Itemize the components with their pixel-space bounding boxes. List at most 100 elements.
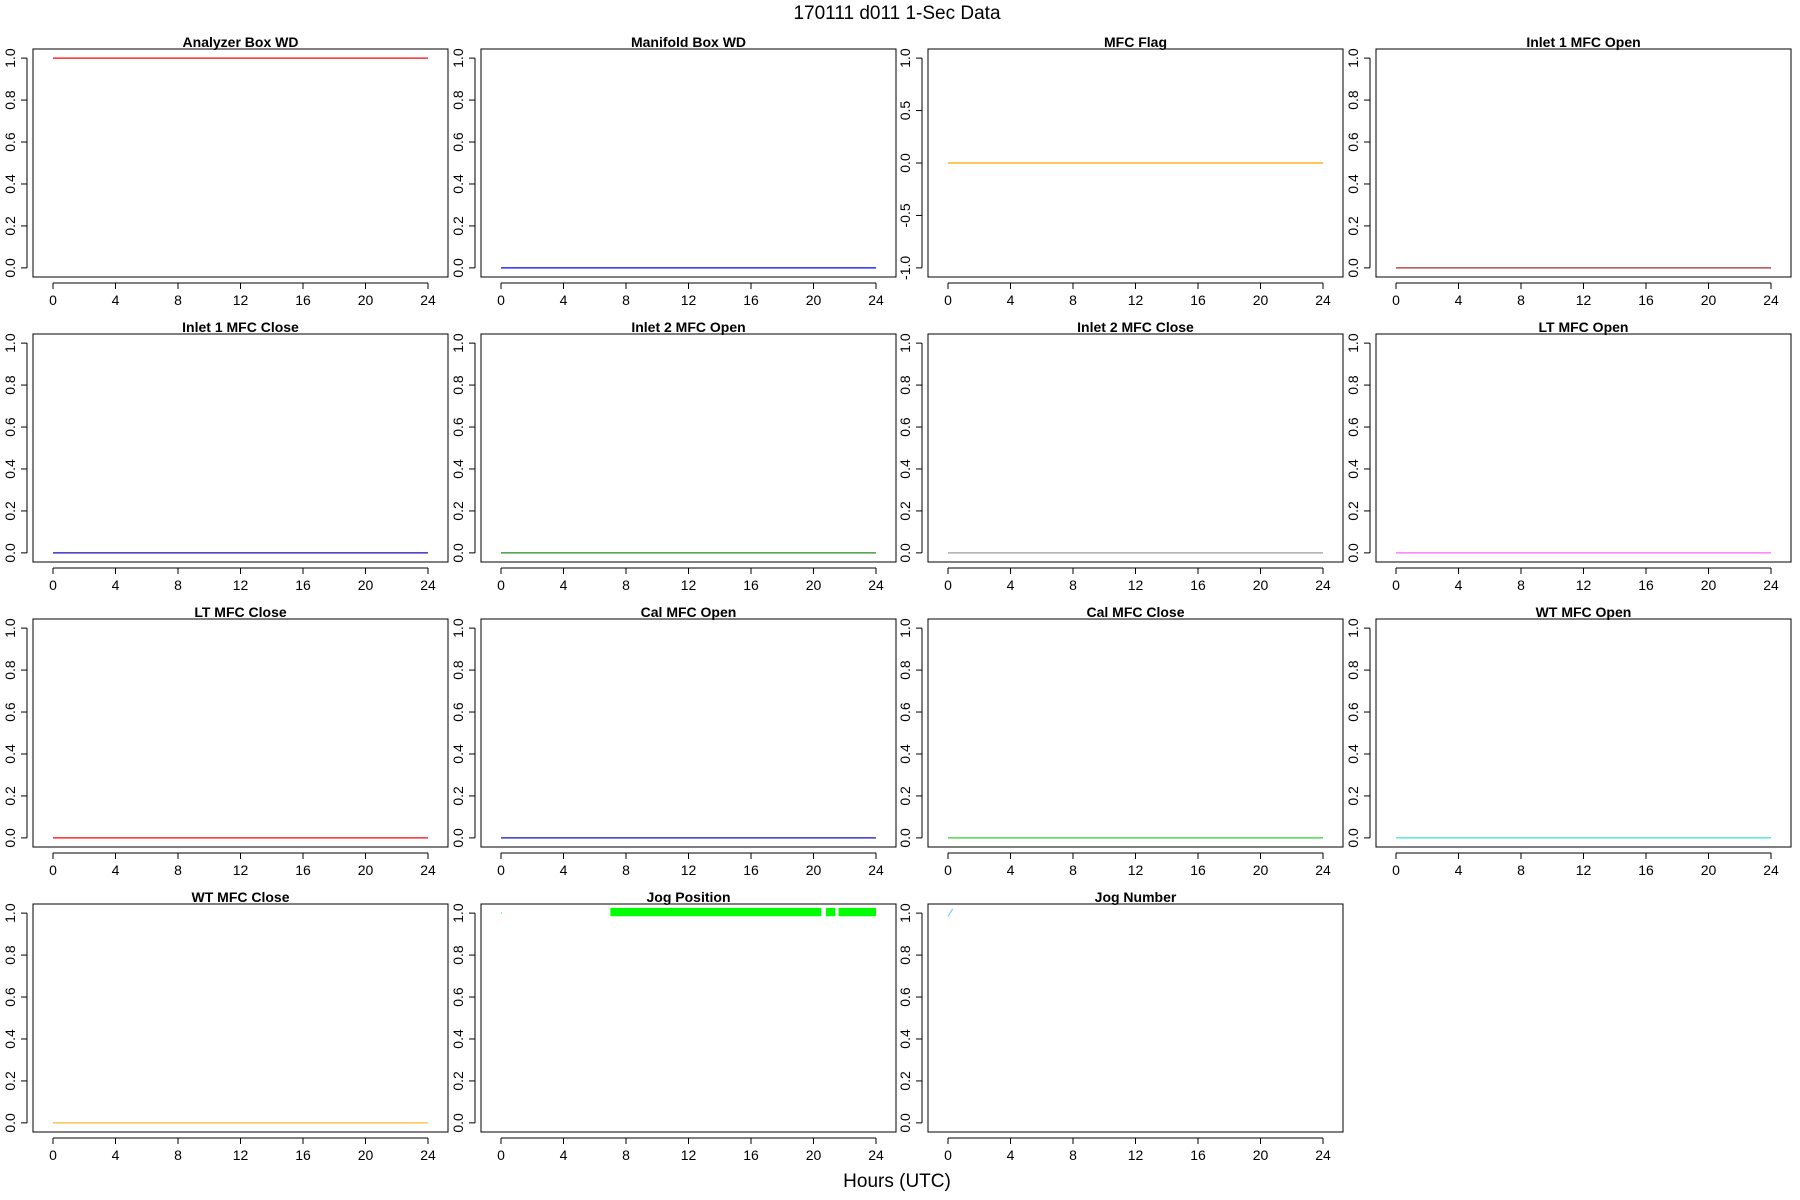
x-tick-label: 16 [1190,577,1206,593]
y-tick-label: 0.6 [2,987,18,1007]
panel-frame [32,903,449,1133]
x-tick-label: 16 [1190,1147,1206,1163]
y-tick-label: 0.8 [450,375,466,395]
x-tick-label: 24 [868,292,884,308]
y-tick-label: 0.0 [1345,543,1361,563]
y-tick-label: 0.6 [450,132,466,152]
y-tick-label: 0.4 [450,459,466,479]
x-tick-label: 8 [622,1147,630,1163]
x-tick-label: 24 [420,1147,436,1163]
x-tick-label: 8 [174,1147,182,1163]
y-tick-label: 1.0 [450,333,466,353]
x-tick-label: 20 [358,292,374,308]
y-tick-label: 0.2 [450,216,466,236]
data-band [610,907,822,917]
y-tick-label: 0.0 [2,828,18,848]
x-tick-label: 0 [1392,577,1400,593]
x-tick-label: 16 [743,862,759,878]
y-tick-label: 0.2 [2,216,18,236]
x-tick-label: 0 [944,862,952,878]
x-tick-label: 8 [1069,1147,1077,1163]
x-tick-label: 12 [1128,1147,1144,1163]
y-tick-label: -1.0 [897,256,913,280]
x-tick-label: 12 [1128,292,1144,308]
x-tick-label: 24 [1315,1147,1331,1163]
y-tick-label: 1.0 [2,903,18,923]
y-tick-label: 0.4 [450,744,466,764]
x-tick-label: 8 [174,577,182,593]
panel-title: Jog Number [1095,889,1177,905]
y-tick-label: 1.0 [450,618,466,638]
y-tick-label: 0.0 [2,1113,18,1133]
figure-title: 170111 d011 1-Sec Data [793,3,1000,24]
x-tick-label: 12 [1576,292,1592,308]
y-tick-label: 0.4 [2,744,18,764]
y-tick-label: 0.6 [450,987,466,1007]
panel-frame [480,48,897,278]
y-tick-label: 0.2 [2,786,18,806]
y-tick-label: 0.2 [450,786,466,806]
panel: Jog Position 0 4 8 12 16 20 24 0.0 0.2 0.4 0.6 0.8 1.… [450,889,897,1163]
y-tick-label: 0.4 [1345,459,1361,479]
x-tick-label: 4 [1007,862,1015,878]
x-tick-label: 24 [1763,577,1779,593]
y-tick-label: 0.8 [450,660,466,680]
y-tick-label: 0.0 [897,1113,913,1133]
x-tick-label: 8 [1517,577,1525,593]
y-tick-label: 1.0 [897,618,913,638]
y-tick-label: 0.8 [897,660,913,680]
panel: LT MFC Close 0 4 8 12 16 20 24 0.0 0.2 0.4 0.6 0.8 1.… [2,604,449,878]
x-tick-label: 20 [806,1147,822,1163]
y-tick-label: 0.0 [450,543,466,563]
x-tick-label: 16 [1638,292,1654,308]
series-line [947,908,954,917]
y-tick-label: 0.6 [2,417,18,437]
x-tick-label: 12 [681,1147,697,1163]
panel-title: WT MFC Open [1536,604,1632,620]
x-tick-label: 16 [1638,862,1654,878]
y-tick-label: 0.2 [897,786,913,806]
panel: Manifold Box WD 0 4 8 12 16 20 24 0.0 0.2 0.4 0.6 0.… [450,34,897,308]
x-tick-label: 20 [1253,577,1269,593]
x-tick-label: 0 [1392,292,1400,308]
y-tick-label: 0.8 [2,945,18,965]
panel-title: Inlet 1 MFC Close [182,319,299,335]
panel: MFC Flag 0 4 8 12 16 20 24 -1.0 -0.5 0.0 0.5 1.0 [897,34,1344,308]
x-tick-label: 4 [560,577,568,593]
x-tick-label: 0 [1392,862,1400,878]
y-tick-label: 0.8 [450,945,466,965]
x-tick-label: 8 [174,292,182,308]
x-tick-label: 0 [49,1147,57,1163]
x-tick-label: 8 [622,292,630,308]
panel: Analyzer Box WD 0 4 8 12 16 20 24 0.0 0.2 0.4 0.6 0.… [2,34,449,308]
x-tick-label: 20 [806,577,822,593]
y-tick-label: 1.0 [1345,333,1361,353]
y-tick-label: 1.0 [897,903,913,923]
x-tick-label: 12 [681,292,697,308]
x-tick-label: 4 [560,1147,568,1163]
x-tick-label: 16 [1190,292,1206,308]
x-tick-label: 8 [622,862,630,878]
panel: Jog Number 0 4 8 12 16 20 24 0.0 0.2 0.4 0.6 0.8 1.0 [897,889,1344,1163]
y-tick-label: 0.2 [897,501,913,521]
x-tick-label: 16 [295,862,311,878]
x-tick-label: 4 [112,1147,120,1163]
y-tick-label: 1.0 [2,618,18,638]
x-tick-label: 0 [49,577,57,593]
data-band [838,907,876,917]
x-tick-label: 24 [1315,292,1331,308]
panel: WT MFC Close 0 4 8 12 16 20 24 0.0 0.2 0.4 0.6 0.8 1.… [2,889,449,1163]
panel-title: Cal MFC Open [641,604,737,620]
panel-frame [1375,618,1792,848]
x-tick-label: 20 [1253,862,1269,878]
x-tick-label: 16 [743,1147,759,1163]
panel-frame [480,903,897,1133]
panel-frame [480,333,897,563]
y-tick-label: 0.2 [1345,216,1361,236]
y-tick-label: 0.8 [2,375,18,395]
x-tick-label: 4 [112,292,120,308]
x-tick-label: 0 [497,862,505,878]
y-tick-label: -0.5 [897,203,913,227]
panel-frame [32,333,449,563]
y-tick-label: 0.4 [2,1029,18,1049]
